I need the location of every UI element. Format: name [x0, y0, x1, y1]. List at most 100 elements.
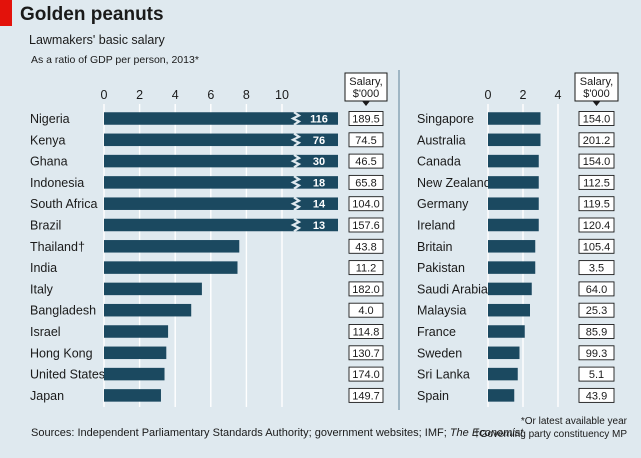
axis-break-mark: [290, 132, 302, 147]
axis-break-mark: [290, 153, 302, 169]
salary-value-box: [348, 132, 384, 148]
country-label: India: [30, 261, 57, 275]
salary-value: 65.8: [355, 177, 376, 189]
country-label: South Africa: [30, 197, 97, 211]
bar: [104, 325, 169, 338]
axis-tick-label: 8: [243, 88, 250, 102]
country-label: Malaysia: [417, 304, 466, 318]
bar-value-label: 116: [310, 114, 328, 126]
salary-value-box: [578, 260, 615, 276]
salary-value-box: [348, 153, 384, 169]
bar: [488, 240, 536, 253]
axis-tick-label: 2: [520, 88, 527, 102]
footnote-dagger: †Governing party constituency MP: [474, 429, 627, 440]
salary-value: 5.1: [589, 369, 604, 381]
country-label: New Zealand: [417, 176, 491, 190]
bar: [488, 218, 539, 232]
salary-value: 99.3: [586, 348, 607, 360]
sources-footer: Sources: Independent Parliamentary Stand…: [31, 427, 523, 439]
bar: [488, 325, 525, 338]
salary-value-box: [578, 345, 615, 361]
bar: [488, 261, 536, 274]
axis-tick-label: 6: [207, 88, 214, 102]
salary-value: 154.0: [583, 156, 611, 168]
country-label: Kenya: [30, 133, 65, 147]
salary-value-box: [578, 196, 615, 212]
country-label: Bangladesh: [30, 304, 96, 318]
country-label: Thailand†: [30, 240, 85, 254]
salary-value-box: [348, 111, 384, 126]
country-label: Israel: [30, 325, 61, 339]
bar: [104, 112, 338, 125]
bar-value-label: 30: [313, 156, 325, 168]
country-label: Canada: [417, 155, 461, 169]
country-label: Italy: [30, 282, 54, 296]
country-label: Sri Lanka: [417, 368, 470, 382]
bar: [488, 112, 541, 125]
salary-header-label: $'000: [583, 88, 610, 100]
bar: [104, 133, 338, 147]
salary-header-box: [574, 72, 619, 102]
salary-value-box: [348, 345, 384, 361]
salary-value: 3.5: [589, 263, 604, 275]
salary-value-box: [348, 260, 384, 276]
bar: [488, 197, 539, 210]
salary-value-box: [578, 238, 615, 254]
sources-text: Sources: Independent Parliamentary Stand…: [31, 427, 450, 439]
salary-value: 43.9: [586, 390, 607, 402]
salary-value-box: [348, 324, 384, 339]
axis-tick-label: 0: [485, 88, 492, 102]
bar: [104, 389, 161, 402]
salary-value: 46.5: [355, 156, 376, 168]
chart-title: Golden peanuts: [20, 4, 164, 25]
chart-subtitle: Lawmakers' basic salary: [29, 33, 165, 47]
bar: [104, 367, 165, 381]
bar: [488, 346, 520, 360]
salary-value: 114.8: [353, 327, 380, 339]
salary-value-box: [348, 281, 384, 297]
bar: [488, 282, 532, 296]
salary-value-box: [578, 281, 615, 297]
bar: [488, 367, 518, 381]
salary-header-pointer: [362, 101, 370, 106]
country-label: Brazil: [30, 219, 61, 233]
axis-tick-label: 2: [136, 88, 143, 102]
bar: [104, 218, 338, 232]
salary-header-label: Salary,: [349, 76, 382, 88]
salary-header-label: Salary,: [580, 76, 613, 88]
salary-value: 105.4: [583, 241, 611, 253]
country-label: Singapore: [417, 112, 474, 126]
salary-value: 4.0: [358, 305, 373, 317]
salary-value: 119.5: [583, 199, 610, 211]
axis-break-mark: [290, 196, 302, 211]
salary-value-box: [348, 387, 384, 403]
bar: [488, 389, 515, 402]
country-label: Hong Kong: [30, 346, 93, 360]
salary-value-box: [578, 366, 615, 382]
salary-value: 154.0: [583, 114, 611, 126]
axis-tick-label: 0: [101, 88, 108, 102]
salary-value: 201.2: [583, 135, 611, 147]
axis-tick-label: 10: [275, 88, 289, 102]
salary-value-box: [348, 366, 384, 382]
bar-value-label: 13: [313, 220, 325, 232]
country-label: Ireland: [417, 219, 455, 233]
salary-value-box: [578, 174, 615, 190]
salary-value: 174.0: [352, 369, 380, 381]
salary-value-box: [578, 302, 615, 318]
salary-value-box: [578, 153, 615, 169]
salary-value: 85.9: [586, 327, 607, 339]
bar-value-label: 18: [313, 177, 325, 189]
salary-value: 157.6: [352, 220, 380, 232]
country-label: Spain: [417, 389, 449, 403]
country-label: Indonesia: [30, 176, 84, 190]
salary-header-pointer: [592, 101, 601, 106]
country-label: United States: [30, 368, 105, 382]
salary-value: 64.0: [586, 284, 607, 296]
bar: [104, 346, 167, 360]
salary-value-box: [578, 217, 615, 233]
bar: [104, 154, 338, 168]
bar: [488, 303, 530, 317]
salary-header-label: $'000: [353, 88, 380, 100]
bar-value-label: 14: [313, 199, 326, 211]
